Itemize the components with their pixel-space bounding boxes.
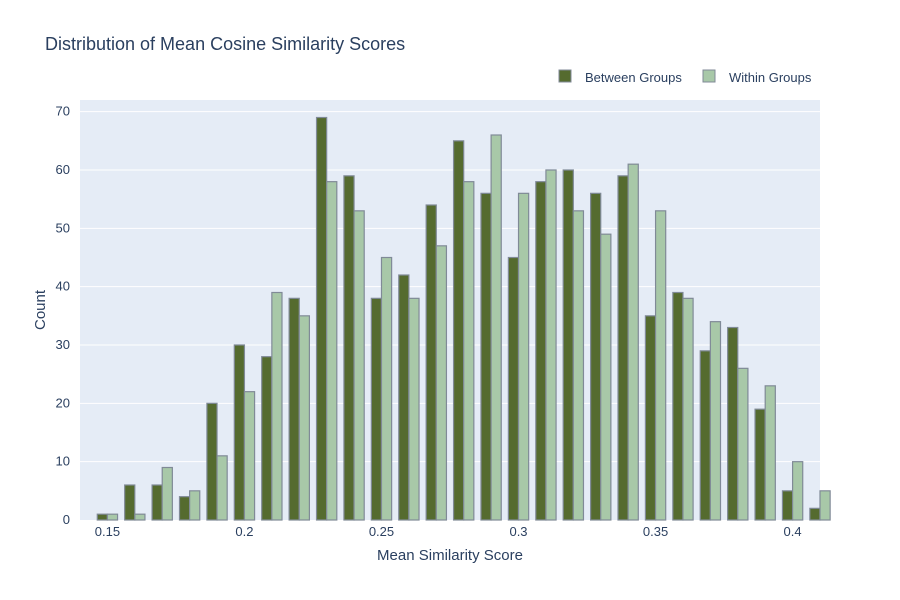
- bar-between-groups[interactable]: [699, 350, 711, 521]
- bar-within-groups[interactable]: [243, 391, 256, 521]
- bar-within-groups[interactable]: [463, 181, 475, 521]
- legend-label-between[interactable]: Between Groups: [585, 70, 682, 85]
- bar-between-groups[interactable]: [370, 297, 383, 521]
- bar-between-groups[interactable]: [315, 116, 328, 521]
- bar-within-groups[interactable]: [654, 210, 667, 521]
- y-tick-label: 70: [56, 104, 70, 119]
- gridlines: [80, 111, 820, 463]
- bar-within-groups[interactable]: [627, 163, 639, 521]
- bar-between-groups[interactable]: [809, 507, 821, 521]
- y-axis-ticks: 0 10 20 30 40 50 60 70: [56, 104, 70, 527]
- bar-within-groups[interactable]: [134, 513, 146, 521]
- bar-within-groups[interactable]: [106, 513, 119, 521]
- y-tick-label: 0: [63, 512, 70, 527]
- bar-within-groups[interactable]: [572, 210, 585, 521]
- bar-between-groups[interactable]: [343, 175, 355, 521]
- legend[interactable]: Between Groups Within Groups: [558, 69, 812, 85]
- x-tick-label: 0.3: [509, 524, 527, 539]
- bar-within-groups[interactable]: [326, 181, 338, 521]
- y-tick-label: 20: [56, 395, 70, 410]
- bar-within-groups[interactable]: [380, 256, 393, 521]
- bar-within-groups[interactable]: [517, 192, 530, 521]
- x-tick-label: 0.4: [784, 524, 802, 539]
- bar-between-groups[interactable]: [589, 192, 602, 521]
- bar-within-groups[interactable]: [298, 315, 311, 521]
- bar-within-groups[interactable]: [408, 297, 420, 521]
- bar-between-groups[interactable]: [124, 484, 136, 521]
- bar-between-groups[interactable]: [206, 402, 218, 521]
- bar-between-groups[interactable]: [178, 496, 191, 521]
- x-tick-label: 0.2: [235, 524, 253, 539]
- bar-within-groups[interactable]: [435, 245, 448, 521]
- y-tick-label: 10: [56, 454, 70, 469]
- bar-between-groups[interactable]: [781, 490, 794, 521]
- bar-between-groups[interactable]: [480, 192, 492, 521]
- x-tick-label: 0.25: [369, 524, 394, 539]
- x-tick-label: 0.15: [95, 524, 120, 539]
- bar-within-groups[interactable]: [490, 134, 502, 521]
- chart-title: Distribution of Mean Cosine Similarity S…: [45, 34, 405, 54]
- bar-within-groups[interactable]: [682, 297, 694, 521]
- bar-within-groups[interactable]: [791, 461, 804, 521]
- legend-swatch-within[interactable]: [702, 69, 716, 83]
- bar-between-groups[interactable]: [617, 175, 629, 521]
- bars: [96, 116, 831, 521]
- bar-between-groups[interactable]: [562, 169, 574, 521]
- bar-within-groups[interactable]: [600, 233, 612, 521]
- bar-between-groups[interactable]: [425, 204, 437, 521]
- x-tick-label: 0.35: [643, 524, 668, 539]
- bar-between-groups[interactable]: [644, 315, 657, 521]
- legend-swatch-between[interactable]: [558, 69, 572, 83]
- bar-between-groups[interactable]: [261, 356, 273, 521]
- bar-between-groups[interactable]: [96, 513, 109, 521]
- legend-label-within[interactable]: Within Groups: [729, 70, 812, 85]
- y-tick-label: 60: [56, 162, 70, 177]
- bar-between-groups[interactable]: [151, 484, 163, 521]
- bar-within-groups[interactable]: [737, 367, 749, 521]
- bar-within-groups[interactable]: [271, 291, 283, 521]
- y-tick-label: 40: [56, 279, 70, 294]
- bar-within-groups[interactable]: [189, 490, 201, 521]
- bar-between-groups[interactable]: [233, 344, 246, 521]
- bar-within-groups[interactable]: [764, 385, 776, 521]
- bar-between-groups[interactable]: [507, 256, 520, 521]
- bar-between-groups[interactable]: [288, 297, 300, 521]
- bar-within-groups[interactable]: [545, 169, 557, 521]
- x-axis-ticks: 0.15 0.2 0.25 0.3 0.35 0.4: [95, 524, 802, 539]
- y-tick-label: 50: [56, 220, 70, 235]
- bar-between-groups[interactable]: [398, 274, 410, 521]
- x-axis-title: Mean Similarity Score: [377, 547, 523, 564]
- bar-between-groups[interactable]: [672, 291, 684, 521]
- bar-between-groups[interactable]: [727, 326, 739, 521]
- bar-within-groups[interactable]: [353, 210, 365, 521]
- bar-between-groups[interactable]: [535, 181, 547, 521]
- bar-within-groups[interactable]: [819, 490, 831, 521]
- bar-within-groups[interactable]: [161, 466, 173, 521]
- y-axis-title: Count: [32, 289, 49, 330]
- bar-within-groups[interactable]: [709, 321, 722, 521]
- y-tick-label: 30: [56, 337, 70, 352]
- bar-within-groups[interactable]: [216, 455, 228, 521]
- bar-between-groups[interactable]: [452, 140, 465, 521]
- bar-between-groups[interactable]: [754, 408, 766, 521]
